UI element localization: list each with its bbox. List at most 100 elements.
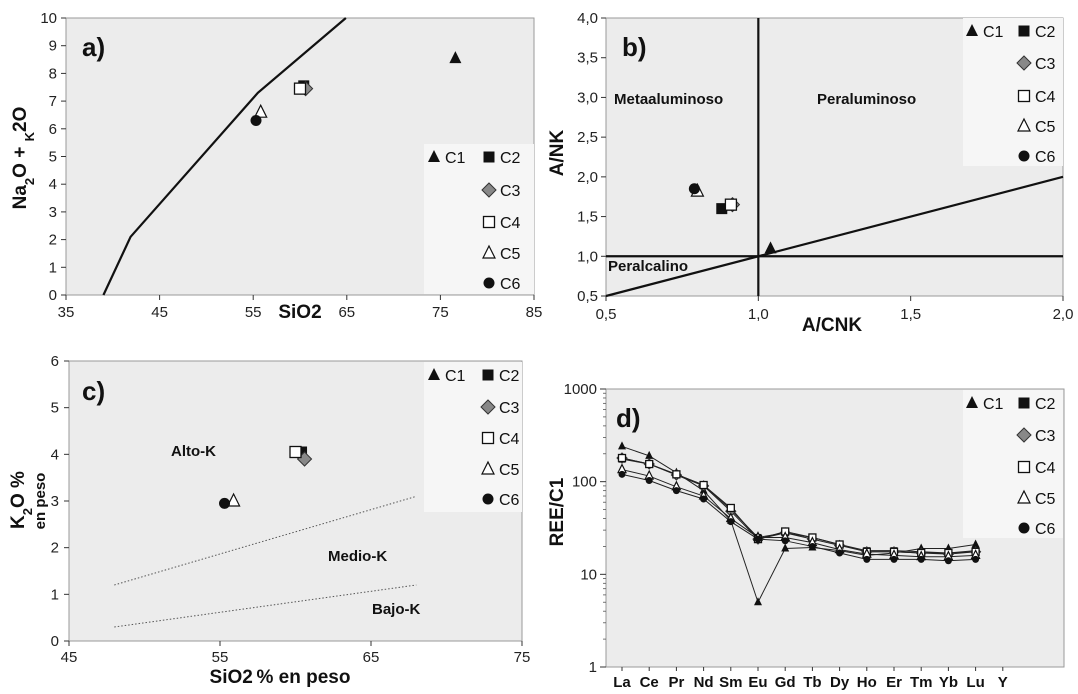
region-alto-k: Alto-K bbox=[171, 443, 216, 460]
legend-marker-c6 bbox=[483, 277, 495, 289]
y-axis-title: K2O % bbox=[8, 471, 35, 529]
x-tick-label: Dy bbox=[830, 674, 850, 691]
y-tick-label: 2,0 bbox=[577, 169, 598, 186]
y-tick-label: 1 bbox=[51, 586, 59, 603]
data-point-c6 bbox=[944, 557, 952, 565]
legend-label-c1: C1 bbox=[445, 368, 466, 385]
y-tick-label: 10 bbox=[40, 10, 57, 27]
legend-marker-c3 bbox=[481, 182, 497, 198]
y-tick-label: 0 bbox=[49, 287, 57, 304]
legend-label-c4: C4 bbox=[1035, 460, 1056, 477]
data-point-c4 bbox=[726, 503, 735, 513]
data-point-c4 bbox=[645, 459, 654, 469]
legend-label-c6: C6 bbox=[1035, 149, 1056, 166]
x-tick-label: 75 bbox=[432, 304, 449, 321]
legend-marker-c1 bbox=[428, 368, 440, 380]
legend-box bbox=[424, 144, 534, 294]
x-tick-label: Er bbox=[886, 674, 902, 691]
data-point-c6 bbox=[863, 555, 871, 563]
data-point-c1 bbox=[449, 51, 462, 64]
data-point-c4 bbox=[672, 470, 681, 479]
panel-d: 1 10 100 1000 La Ce Pr Nd Sm Eu Gd Tb Dy Ho Er Tm Yb Lu Yd… bbox=[547, 381, 1065, 691]
x-tick-label: 45 bbox=[151, 304, 168, 321]
x-tick-label: Ce bbox=[640, 674, 659, 691]
region-bajo-k: Bajo-K bbox=[372, 601, 421, 618]
x-tick-label: Gd bbox=[775, 674, 796, 691]
data-point-c4 bbox=[617, 453, 627, 463]
y-tick-label: 3 bbox=[49, 204, 57, 221]
legend-box bbox=[963, 390, 1063, 538]
data-point-c5 bbox=[253, 103, 268, 118]
x-axis-title: SiO2 % en peso bbox=[210, 667, 351, 694]
x-tick-label: 1,5 bbox=[900, 306, 921, 323]
legend-label-c3: C3 bbox=[499, 400, 520, 417]
legend-label-c2: C2 bbox=[1035, 396, 1056, 413]
region-peraluminoso: Peraluminoso bbox=[817, 91, 916, 108]
legend-box bbox=[963, 18, 1063, 166]
x-tick-label: 85 bbox=[526, 304, 543, 321]
legend-label-c6: C6 bbox=[499, 492, 520, 509]
legend-marker-c2 bbox=[1018, 25, 1030, 37]
legend-marker-c4 bbox=[482, 215, 496, 229]
data-point-c1 bbox=[781, 543, 790, 552]
y-axis-subtitle: en peso bbox=[32, 473, 49, 530]
legend-label-c2: C2 bbox=[499, 368, 520, 385]
data-point-c6 bbox=[808, 542, 816, 550]
legend-marker-c6 bbox=[482, 493, 494, 505]
y-tick-label: 100 bbox=[572, 474, 597, 491]
legend-label-c3: C3 bbox=[1035, 428, 1056, 445]
legend-marker-c1 bbox=[428, 150, 440, 162]
data-point-c6 bbox=[727, 518, 735, 526]
data-point-c1 bbox=[645, 450, 654, 459]
data-point-c5 bbox=[226, 492, 241, 507]
x-tick-label: Nd bbox=[694, 674, 714, 691]
x-tick-label: 55 bbox=[245, 304, 262, 321]
data-point-c1 bbox=[618, 441, 626, 450]
boundary-line bbox=[605, 175, 1064, 298]
legend-marker-c3 bbox=[480, 399, 496, 415]
legend-label-c5: C5 bbox=[499, 462, 520, 479]
legend-label-c4: C4 bbox=[499, 431, 520, 448]
y-tick-label: 5 bbox=[51, 400, 59, 417]
legend-marker-c5 bbox=[1017, 117, 1031, 132]
x-tick-label: Lu bbox=[966, 674, 984, 691]
data-point-c6 bbox=[618, 470, 626, 478]
y-axis-title: A/NK bbox=[547, 130, 568, 177]
legend-label-c6: C6 bbox=[1035, 521, 1056, 538]
x-tick-label: Yb bbox=[939, 674, 958, 691]
x-axis-title: SiO2 bbox=[278, 302, 321, 323]
panel-label-c: c) bbox=[82, 376, 105, 406]
data-point-c6 bbox=[645, 476, 653, 484]
x-tick-label: Tm bbox=[910, 674, 933, 691]
legend-label-c2: C2 bbox=[1035, 24, 1056, 41]
x-axis-title: A/CNK bbox=[802, 315, 862, 336]
panel-label-b: b) bbox=[622, 32, 647, 62]
data-point-c6 bbox=[688, 183, 700, 195]
legend-marker-c2 bbox=[482, 369, 494, 381]
legend-label-c3: C3 bbox=[500, 183, 521, 200]
x-tick-label: 55 bbox=[212, 649, 229, 666]
y-tick-label: 6 bbox=[49, 121, 57, 138]
x-tick-label: 2,0 bbox=[1053, 306, 1074, 323]
y-tick-label: 4,0 bbox=[577, 10, 598, 27]
y-tick-label: 4 bbox=[49, 176, 57, 193]
y-tick-label: 3,5 bbox=[577, 50, 598, 67]
y-tick-label: 3,0 bbox=[577, 89, 598, 106]
y-tick-label: 2,5 bbox=[577, 129, 598, 146]
y-tick-label: 6 bbox=[51, 353, 59, 370]
legend-label-c3: C3 bbox=[1035, 56, 1056, 73]
y-axis-title: Na2O + K2O bbox=[10, 107, 37, 210]
y-tick-label: 3 bbox=[51, 493, 59, 510]
data-point-c6 bbox=[700, 495, 708, 503]
y-tick-label: 1000 bbox=[564, 381, 597, 398]
y-tick-label: 8 bbox=[49, 65, 57, 82]
legend-label-c6: C6 bbox=[500, 276, 521, 293]
data-point-c1 bbox=[754, 597, 762, 606]
y-tick-label: 2 bbox=[49, 232, 57, 249]
y-tick-label: 9 bbox=[49, 38, 57, 55]
y-tick-label: 1,5 bbox=[577, 209, 598, 226]
data-point-c4 bbox=[699, 480, 708, 490]
y-tick-label: 1 bbox=[49, 259, 57, 276]
